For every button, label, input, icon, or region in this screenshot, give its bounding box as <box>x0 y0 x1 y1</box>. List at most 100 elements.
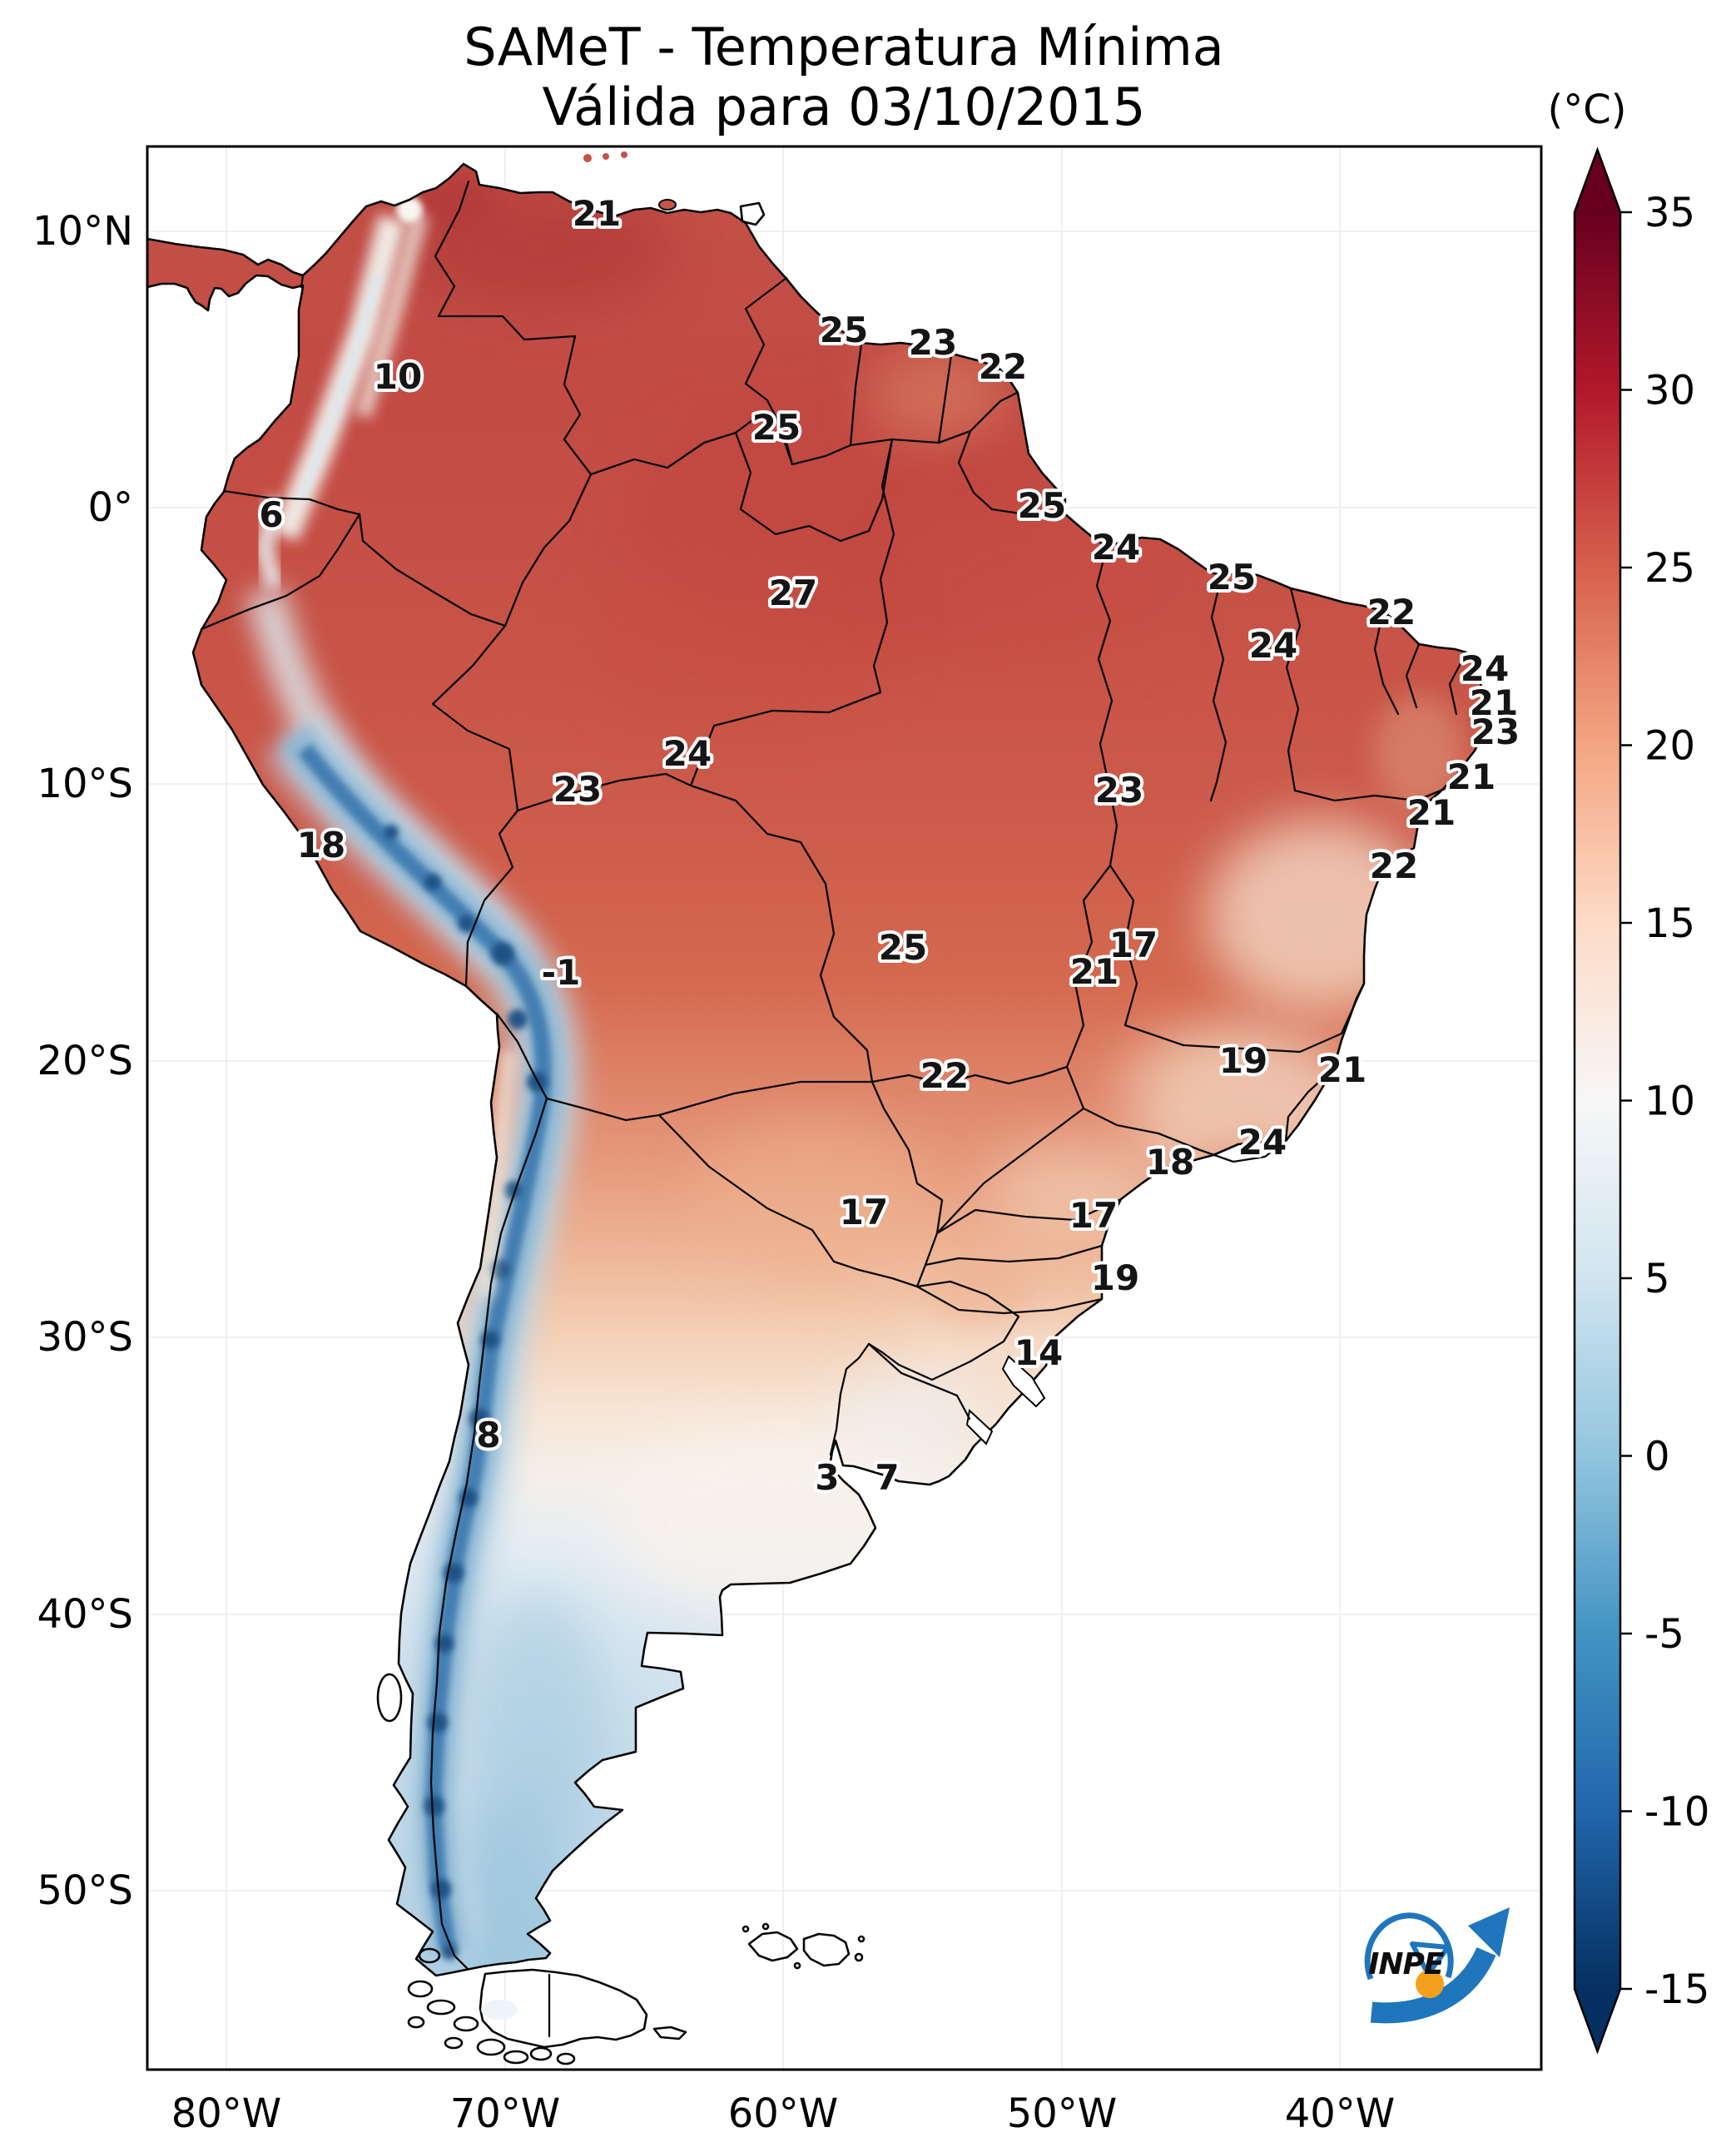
y-tick-label: 10°N <box>32 208 133 255</box>
trinidad <box>739 201 766 226</box>
figure-title-line2: Válida para 03/10/2015 <box>543 77 1146 137</box>
temp-value-label: 24 <box>1238 1122 1287 1163</box>
border-brazil-guianas <box>791 391 1019 466</box>
temp-value-label: 25 <box>820 310 868 350</box>
country-borders <box>200 180 1020 2038</box>
colorbar-tick-label: -5 <box>1644 1611 1684 1658</box>
figure-title-line1: SAMeT - Temperatura Mínima <box>464 17 1224 77</box>
temp-value-label: 25 <box>752 407 801 448</box>
temp-value-label: 19 <box>1219 1040 1267 1081</box>
temp-value-label: 21 <box>1447 756 1495 797</box>
state-border-roraima <box>734 431 894 543</box>
y-tick-label: 0° <box>87 484 133 531</box>
pale-blob-mg-west <box>1111 1032 1252 1132</box>
lagoa-dos-patos <box>1001 1355 1046 1408</box>
border-bolivia-brazil <box>516 772 874 1083</box>
andes-dark-peaks <box>384 825 547 1960</box>
darwin-range-white <box>481 2000 518 2020</box>
logo-inpe-text: INPE <box>1368 1947 1445 1981</box>
colorbar-tick-label: 10 <box>1644 1078 1695 1125</box>
border-paraguay-brazil <box>870 1080 944 1288</box>
colorbar-tick-label: -10 <box>1644 1789 1709 1836</box>
logo-spiral-circle <box>1364 1912 1454 1981</box>
temp-value-label: 24 <box>1461 648 1509 689</box>
temp-value-label: 19 <box>1091 1257 1139 1298</box>
andes-main-core <box>298 743 552 1949</box>
border-guyana-suriname <box>849 343 863 447</box>
colorbar-tick-label: 15 <box>1644 900 1695 947</box>
colorbar-tick-label: 25 <box>1644 545 1695 592</box>
colorbar-tick-label: -15 <box>1644 1966 1709 2013</box>
y-tick-label: 30°S <box>37 1314 133 1361</box>
warm-blob-amazon-3 <box>583 553 899 736</box>
temp-value-label: 23 <box>1471 712 1520 752</box>
falkland-islands <box>742 1922 866 1970</box>
temp-value-label: 25 <box>879 927 927 968</box>
andes-colombia-band-2 <box>355 212 429 419</box>
temp-value-label: 18 <box>297 825 345 865</box>
temp-value-label: 22 <box>1367 592 1416 632</box>
andes-ecuador-band <box>255 497 284 590</box>
state-border-ms-saopaulo <box>935 1107 1085 1235</box>
temp-value-label: 7 <box>875 1457 899 1498</box>
temp-value-label: 3 <box>815 1457 839 1498</box>
temp-value-label: 21 <box>573 193 621 234</box>
pale-blob-guyana <box>866 350 1007 441</box>
cold-blob-patagonia-1 <box>466 1589 608 1839</box>
temp-value-label: 24 <box>1249 625 1297 666</box>
temp-value-label: 17 <box>1069 1195 1118 1236</box>
colorbar-unit-label: (°C) <box>1548 87 1627 133</box>
border-panama-colombia <box>300 274 305 289</box>
state-border-maranhao-piaui <box>1209 573 1228 802</box>
logo-swoosh-arc <box>1370 1946 1496 2024</box>
inpe-logo: INPE <box>1364 1907 1510 2024</box>
temp-value-label: 23 <box>553 769 602 810</box>
border-peru-bolivia <box>464 809 519 987</box>
island-dot-1 <box>583 154 592 162</box>
temp-value-label: 24 <box>1092 527 1140 568</box>
temp-value-label: 21 <box>1407 792 1456 833</box>
x-axis-tick-labels: 80°W 70°W 60°W 50°W 40°W <box>171 2090 1396 2137</box>
temp-value-label: 25 <box>1018 485 1066 526</box>
border-bolivia-argentina <box>545 1097 661 1122</box>
y-tick-label: 40°S <box>37 1591 133 1638</box>
state-border-amazonas-para <box>872 438 895 694</box>
warm-blob-chaco <box>695 1119 928 1277</box>
logo-swoosh-arrowhead <box>1468 1907 1510 1957</box>
state-border-para-maranhao <box>1095 545 1118 867</box>
border-argentina-brazil <box>867 1280 1020 1381</box>
state-border-saopaulo-parana <box>935 1197 1123 1235</box>
colorbar-gradient-bar <box>1575 212 1620 1989</box>
x-tick-label: 70°W <box>450 2090 561 2137</box>
temp-value-label: 17 <box>1109 925 1158 965</box>
border-suriname-frenchguiana <box>937 354 953 444</box>
tierra-del-fuego <box>479 1968 648 2049</box>
temp-value-label: 18 <box>1146 1142 1194 1183</box>
y-tick-label: 10°S <box>37 761 133 807</box>
temp-value-label: 23 <box>1095 770 1143 811</box>
border-venezuela-guyana <box>744 276 794 466</box>
y-tick-label: 20°S <box>37 1038 133 1084</box>
islands <box>376 151 1046 2065</box>
colorbar-arrow-bottom <box>1575 1989 1620 2051</box>
island-dot-2 <box>603 153 609 160</box>
state-border-santacatarina-riogrande <box>915 1285 1104 1315</box>
temp-value-label: 24 <box>663 733 712 774</box>
andes-colombia-core <box>297 273 383 501</box>
atacama-pale-strip <box>478 1049 517 1297</box>
temp-value-label: 22 <box>1370 845 1418 886</box>
temp-value-label: -1 <box>542 952 581 993</box>
border-colombia-brazil <box>503 473 593 627</box>
colorbar: (°C) 35 30 25 20 15 10 5 0 -5 -10 -15 <box>1548 87 1709 2055</box>
pale-blob-uruguay <box>836 1369 978 1460</box>
border-peru-brazil <box>431 624 519 812</box>
state-border-piaui-ceara <box>1285 587 1302 792</box>
state-border-minas-saopaulo <box>1082 1107 1287 1163</box>
colorbar-ticks: 35 30 25 20 15 10 5 0 -5 -10 -15 <box>1620 190 1709 2013</box>
island-dot-3 <box>621 151 627 158</box>
temp-value-label: 27 <box>769 573 817 613</box>
colorbar-tick-label: 35 <box>1644 190 1695 236</box>
brazil-state-borders <box>689 429 1468 1315</box>
